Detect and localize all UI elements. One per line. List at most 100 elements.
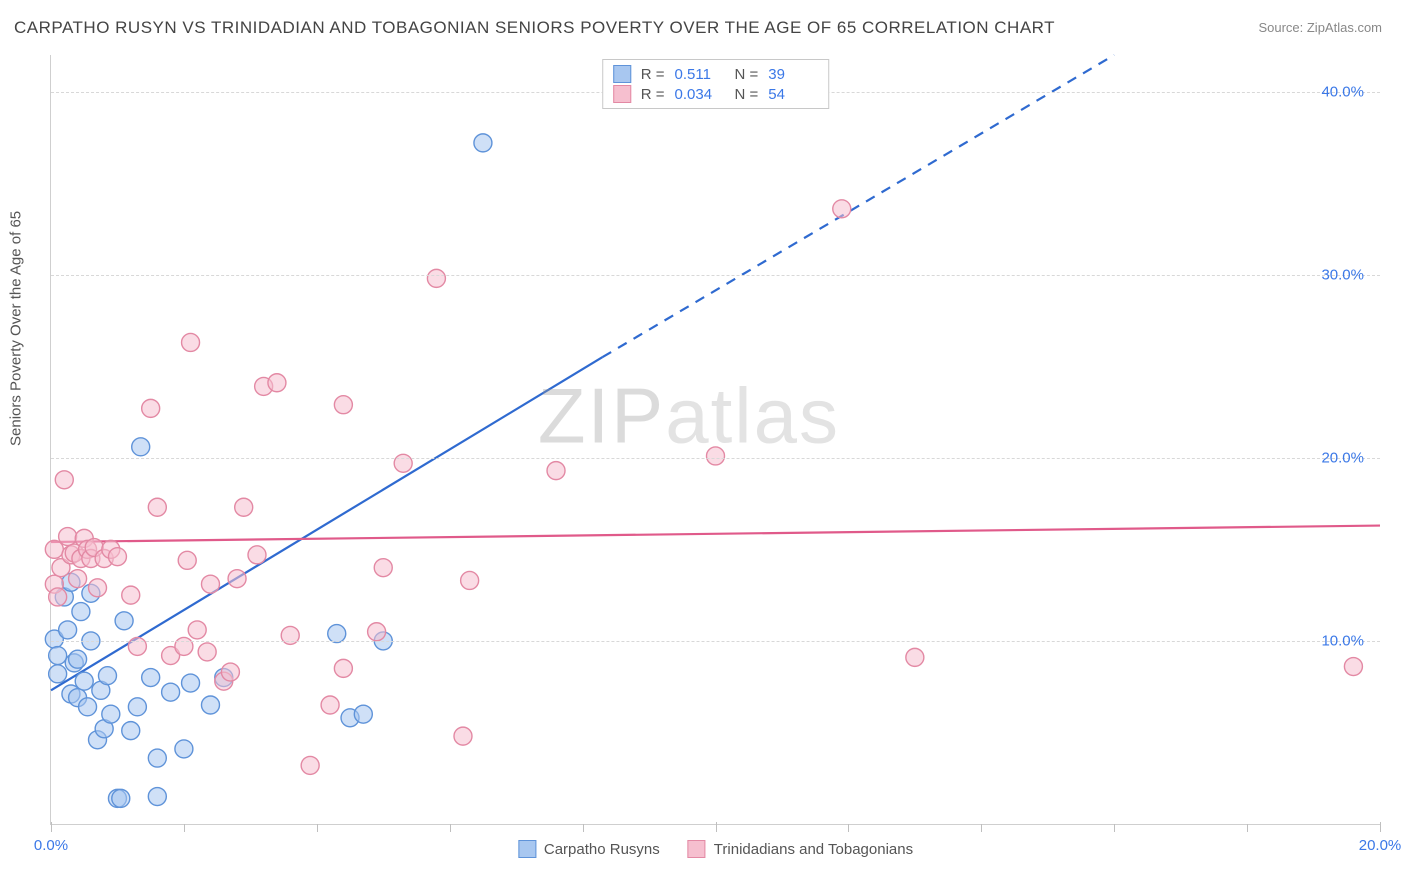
scatter-point [221,663,239,681]
scatter-point [182,674,200,692]
y-tick-label: 30.0% [1321,266,1372,283]
gridline-h [51,275,1380,276]
scatter-point [49,647,67,665]
scatter-point [122,586,140,604]
scatter-point [198,643,216,661]
scatter-point [59,528,77,546]
scatter-point [321,696,339,714]
legend-item: Carpatho Rusyns [518,840,660,858]
scatter-point [334,396,352,414]
gridline-h [51,458,1380,459]
scatter-point [69,650,87,668]
legend-n-value: 54 [768,86,818,103]
scatter-point [49,588,67,606]
y-tick-label: 40.0% [1321,83,1372,100]
scatter-point [49,665,67,683]
scatter-point [182,333,200,351]
legend-swatch [688,840,706,858]
x-minor-tick [848,824,849,832]
scatter-point [69,570,87,588]
legend-item: Trinidadians and Tobagonians [688,840,913,858]
scatter-point [142,399,160,417]
scatter-point [188,621,206,639]
scatter-point [201,696,219,714]
x-minor-tick [450,824,451,832]
scatter-point [132,438,150,456]
scatter-point [89,579,107,597]
scatter-point [201,575,219,593]
chart-svg [51,55,1380,824]
chart-title: CARPATHO RUSYN VS TRINIDADIAN AND TOBAGO… [14,18,1055,38]
scatter-point [98,667,116,685]
correlation-legend: R = 0.511 N = 39 R = 0.034 N = 54 [602,59,830,109]
legend-n-value: 39 [768,66,818,83]
y-tick-label: 10.0% [1321,632,1372,649]
scatter-point [178,551,196,569]
x-tick [1380,822,1381,832]
scatter-point [108,548,126,566]
x-tick-label: 0.0% [34,837,68,854]
x-tick-label: 20.0% [1359,837,1402,854]
trend-line [51,526,1380,542]
legend-label: Trinidadians and Tobagonians [714,841,913,858]
scatter-point [374,559,392,577]
scatter-point [162,683,180,701]
scatter-point [354,705,372,723]
scatter-point [55,471,73,489]
legend-swatch [613,65,631,83]
scatter-point [148,749,166,767]
scatter-point [547,462,565,480]
scatter-point [268,374,286,392]
source-label: Source: ZipAtlas.com [1258,20,1382,35]
scatter-point [906,648,924,666]
plot-area: 10.0%20.0%30.0%40.0%0.0%20.0%ZIPatlasR =… [50,55,1380,825]
scatter-point [301,756,319,774]
scatter-point [461,571,479,589]
scatter-point [328,625,346,643]
scatter-point [148,498,166,516]
legend-swatch [518,840,536,858]
y-tick-label: 20.0% [1321,449,1372,466]
legend-n-label: N = [735,86,759,103]
x-minor-tick [1247,824,1248,832]
legend-label: Carpatho Rusyns [544,841,660,858]
scatter-point [427,269,445,287]
scatter-point [79,698,97,716]
x-minor-tick [583,824,584,832]
scatter-point [112,789,130,807]
y-axis-title: Seniors Poverty Over the Age of 65 [8,211,25,446]
legend-r-label: R = [641,66,665,83]
scatter-point [128,698,146,716]
scatter-point [122,722,140,740]
legend-r-label: R = [641,86,665,103]
scatter-point [72,603,90,621]
scatter-point [102,705,120,723]
scatter-point [474,134,492,152]
scatter-point [248,546,266,564]
scatter-point [334,659,352,677]
x-minor-tick [981,824,982,832]
x-tick [51,822,52,832]
scatter-point [454,727,472,745]
scatter-point [1344,658,1362,676]
scatter-point [148,788,166,806]
scatter-point [59,621,77,639]
x-minor-tick [1114,824,1115,832]
scatter-point [235,498,253,516]
series-legend: Carpatho Rusyns Trinidadians and Tobagoni… [518,840,913,858]
gridline-h [51,641,1380,642]
scatter-point [228,570,246,588]
x-minor-tick [184,824,185,832]
scatter-point [707,447,725,465]
scatter-point [115,612,133,630]
x-minor-tick [317,824,318,832]
legend-swatch [613,85,631,103]
scatter-point [368,623,386,641]
legend-r-value: 0.511 [675,66,725,83]
x-tick [716,822,717,832]
legend-r-value: 0.034 [675,86,725,103]
legend-n-label: N = [735,66,759,83]
scatter-point [175,740,193,758]
scatter-point [75,672,93,690]
scatter-point [833,200,851,218]
